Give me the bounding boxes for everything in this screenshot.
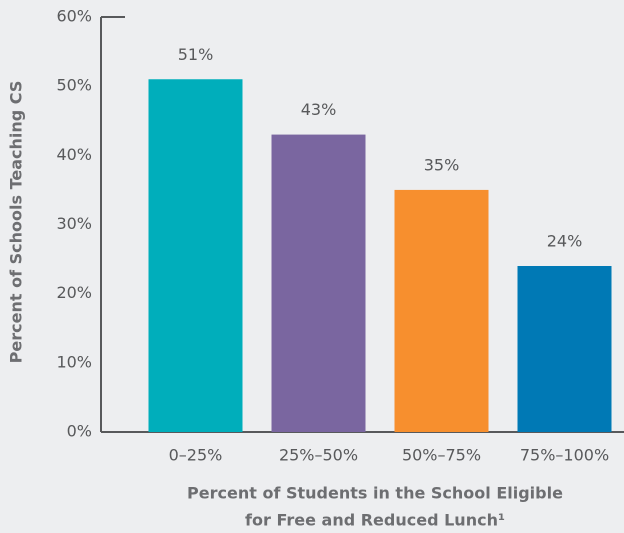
x-axis-title: Percent of Students in the School Eligib… <box>187 484 563 503</box>
y-tick-label: 50% <box>56 76 92 95</box>
y-axis-title: Percent of Schools Teaching CS <box>7 81 26 364</box>
data-label: 43% <box>301 100 337 119</box>
y-tick-label: 40% <box>56 145 92 164</box>
x-tick-label: 75%–100% <box>520 446 609 465</box>
x-tick-label: 50%–75% <box>402 446 481 465</box>
x-tick-label: 0–25% <box>169 446 223 465</box>
bar <box>148 79 243 432</box>
y-tick-label: 20% <box>56 283 92 302</box>
data-label: 51% <box>178 45 214 64</box>
x-tick-label: 25%–50% <box>279 446 358 465</box>
data-label: 35% <box>424 155 460 174</box>
x-axis-title: for Free and Reduced Lunch¹ <box>245 511 505 530</box>
y-tick-label: 10% <box>56 352 92 371</box>
bar <box>271 134 366 433</box>
bar <box>517 266 612 432</box>
data-label: 24% <box>547 232 583 251</box>
y-tick-label: 0% <box>67 422 92 441</box>
bar <box>394 189 489 432</box>
y-tick-label: 60% <box>56 7 92 26</box>
y-tick-label: 30% <box>56 214 92 233</box>
